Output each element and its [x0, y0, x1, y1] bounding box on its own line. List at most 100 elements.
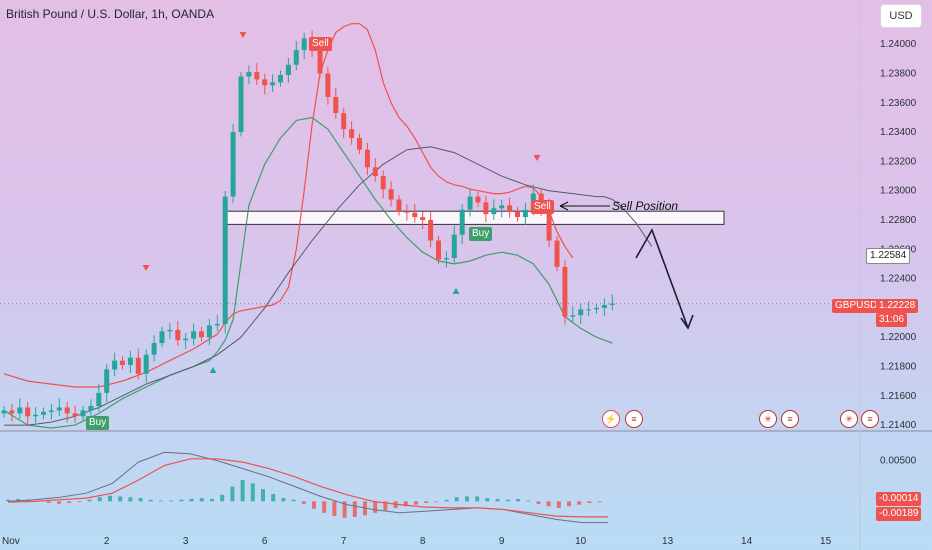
sell-position-label: Sell Position — [612, 199, 679, 213]
event-uk-flag-icon[interactable]: ✳ — [840, 410, 858, 428]
candle-body — [372, 167, 378, 177]
candle-body — [578, 309, 584, 316]
candle-body — [238, 76, 244, 133]
candle-body — [33, 414, 39, 417]
countdown-tag: 31:06 — [876, 313, 908, 327]
x-tick-label: 6 — [262, 536, 268, 547]
y-tick-label: 1.21800 — [880, 361, 917, 372]
candle-body — [222, 196, 228, 324]
candle-body — [341, 113, 347, 130]
candle-body — [64, 407, 70, 414]
candle-body — [183, 338, 189, 341]
candle-body — [443, 258, 449, 260]
histogram-bar — [434, 501, 439, 503]
y-tick-label: 1.23000 — [880, 186, 917, 197]
histogram-bar — [16, 498, 21, 502]
histogram-bar — [567, 501, 571, 507]
last-price-tag: 1.22228 — [876, 299, 919, 313]
candle-body — [175, 329, 181, 341]
candle-body — [301, 38, 307, 51]
histogram-bar — [108, 495, 112, 502]
event-us-flag-icon[interactable]: ≡ — [781, 410, 799, 428]
candle-body — [104, 369, 110, 393]
histogram-bar — [301, 501, 306, 504]
sell-pointer-head — [559, 201, 569, 211]
candle-body — [214, 324, 220, 326]
histogram-bar — [424, 501, 429, 503]
y-tick-label: 1.23800 — [880, 69, 917, 80]
candle-body — [349, 129, 355, 138]
moving-average-line — [4, 146, 653, 426]
candle-body — [507, 205, 513, 212]
candle-body — [357, 137, 362, 150]
candle-body — [546, 206, 552, 241]
candle-body — [586, 309, 592, 311]
currency-button[interactable]: USD — [880, 4, 922, 28]
histogram-bar — [281, 498, 286, 502]
histogram-bar — [383, 501, 388, 511]
candle-body — [396, 199, 402, 212]
x-tick-label: 3 — [183, 536, 189, 547]
histogram-bar — [261, 489, 265, 502]
y-tick-label: 1.22000 — [880, 332, 917, 343]
candle-body — [56, 407, 62, 411]
candle-body — [459, 209, 465, 235]
macd-y-tick-label: 0.00500 — [880, 455, 917, 466]
candle-body — [278, 74, 283, 83]
buy-signal-triangle — [452, 288, 460, 294]
candle-body — [333, 96, 339, 114]
histogram-bar — [526, 500, 531, 502]
signal-line — [7, 458, 608, 518]
histogram-bar — [465, 496, 469, 502]
sell-signal-triangle — [142, 265, 150, 271]
candle-body — [475, 196, 481, 203]
x-tick-label: 2 — [104, 536, 110, 547]
candle-body — [380, 176, 386, 190]
projection-arrow-path — [635, 228, 689, 329]
histogram-bar — [505, 499, 510, 502]
candle-body — [143, 354, 149, 374]
candle-body — [515, 211, 520, 218]
candle-body — [554, 240, 560, 267]
candle-body — [499, 205, 505, 209]
histogram-bar — [6, 499, 10, 502]
event-us-flag-icon[interactable]: ≡ — [625, 410, 643, 428]
histogram-bar — [46, 501, 51, 503]
histogram-bar — [67, 501, 72, 503]
histogram-bar — [485, 498, 490, 502]
candle-body — [317, 50, 323, 74]
symbol-tag: GBPUSD — [832, 299, 881, 313]
candle-body — [127, 357, 133, 366]
histogram-bar — [414, 501, 418, 505]
candle-body — [562, 266, 568, 317]
candle-body — [48, 410, 54, 412]
macd-value-tag: -0.00014 — [876, 492, 922, 506]
histogram-bar — [138, 498, 143, 502]
histogram-bar — [169, 500, 174, 502]
histogram-bar — [546, 501, 551, 507]
macd-line — [7, 451, 608, 524]
event-uk-flag-icon[interactable]: ✳ — [759, 410, 777, 428]
y-tick-label: 1.23600 — [880, 98, 917, 109]
candle-body — [246, 72, 252, 77]
histogram-bar — [240, 480, 245, 502]
macd-pane — [6, 451, 608, 524]
candle-body — [1, 410, 7, 414]
buy-signal-triangle — [209, 367, 217, 373]
candle-body — [206, 325, 212, 338]
y-tick-label: 1.22800 — [880, 215, 917, 226]
candle-body — [570, 315, 576, 317]
histogram-bar — [159, 500, 163, 502]
histogram-bar — [230, 486, 235, 502]
candle-body — [428, 220, 434, 241]
event-lightning-icon[interactable]: ⚡ — [602, 410, 620, 428]
event-us-flag-icon[interactable]: ≡ — [861, 410, 879, 428]
histogram-bar — [210, 498, 214, 502]
x-tick-label: 7 — [341, 536, 347, 547]
histogram-bar — [57, 501, 61, 504]
projection-arrow — [559, 201, 694, 330]
candle-body — [88, 406, 94, 411]
histogram-bar — [475, 496, 480, 502]
histogram-bar — [597, 501, 602, 503]
